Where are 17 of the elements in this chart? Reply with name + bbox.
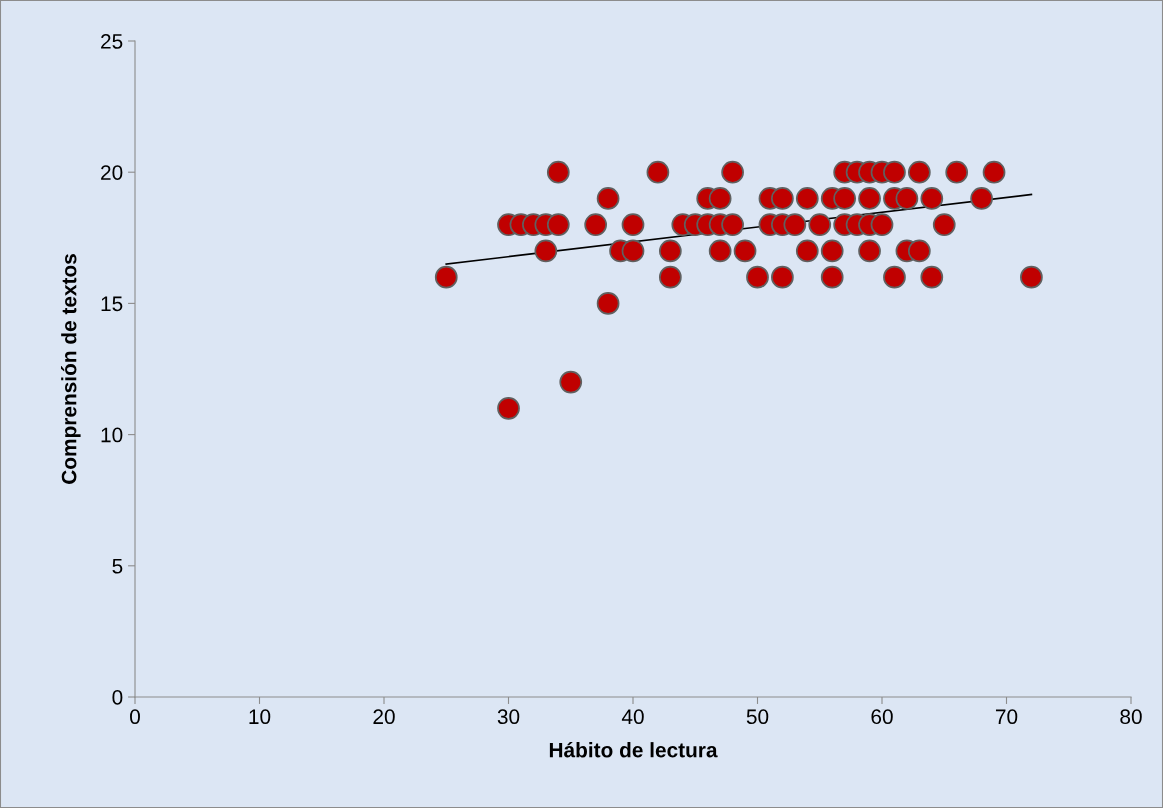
y-tick-label: 25 bbox=[101, 34, 123, 49]
x-tick-label: 0 bbox=[130, 709, 140, 725]
x-tick-label: 70 bbox=[995, 709, 1018, 725]
x-tick-label: 60 bbox=[871, 709, 893, 725]
x-axis-title: Hábito de lectura bbox=[549, 741, 718, 758]
x-tick-label: 40 bbox=[621, 709, 644, 725]
y-tick-label: 5 bbox=[112, 559, 123, 574]
x-tick-label: 50 bbox=[746, 709, 769, 725]
y-tick-label: 20 bbox=[101, 165, 123, 180]
x-tick-label: 30 bbox=[497, 709, 520, 725]
x-tick-label: 10 bbox=[249, 709, 271, 725]
y-axis-title: Comprensión de textos bbox=[60, 254, 81, 484]
y-tick-label: 0 bbox=[112, 690, 123, 705]
y-tick-label: 10 bbox=[101, 427, 123, 443]
x-tick-label: 20 bbox=[373, 709, 395, 725]
y-tick-label: 15 bbox=[101, 296, 123, 312]
x-tick-label: 80 bbox=[1120, 709, 1142, 725]
